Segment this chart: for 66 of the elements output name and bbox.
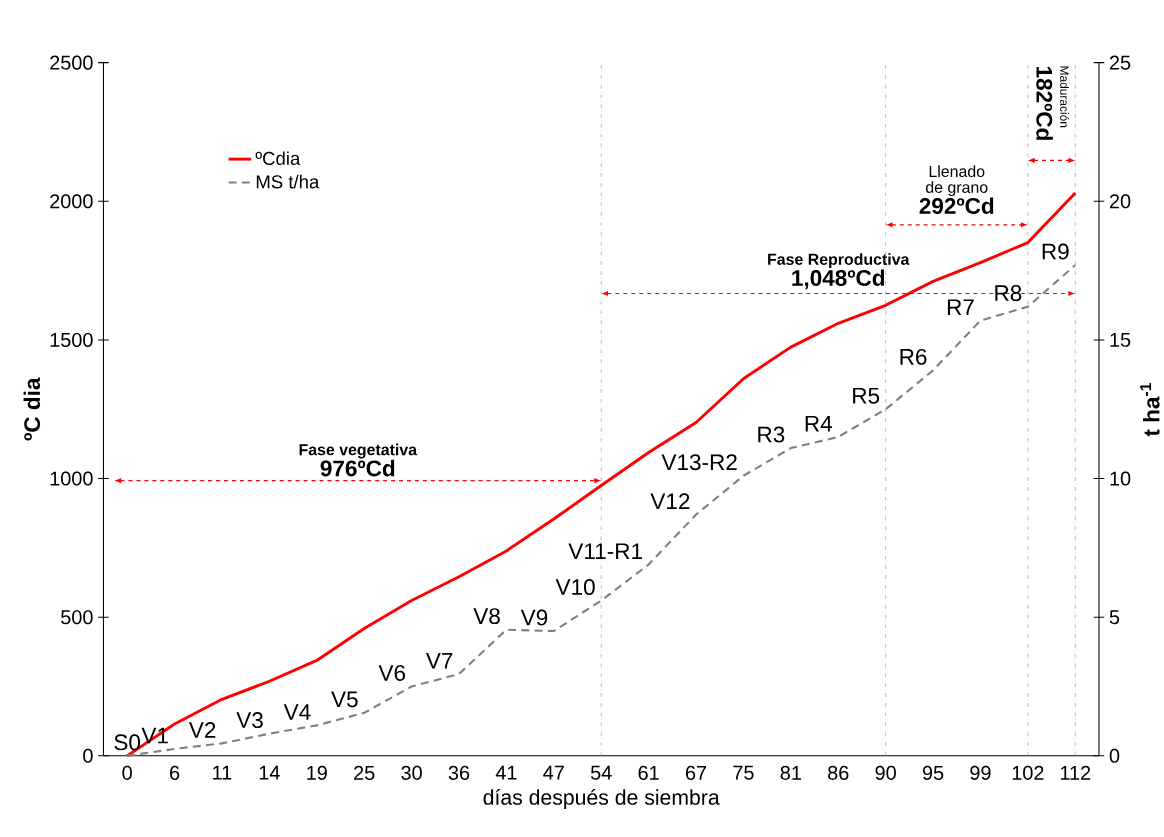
- y2-tick-label: 15: [1110, 332, 1131, 347]
- data-label: V7: [425, 652, 453, 669]
- annotation: 292ºCd: [919, 197, 994, 214]
- data-label: S0: [114, 734, 141, 751]
- x-tick-label: 75: [733, 765, 754, 780]
- data-label: V11-R1: [568, 543, 642, 559]
- y2-axis-title: t ha$^{-1}$: [1140, 382, 1160, 437]
- y-axis-title: ºC dia: [23, 377, 41, 441]
- data-label: R8: [995, 284, 1022, 301]
- x-tick-label: 11: [213, 765, 232, 780]
- x-tick-label: 102: [1012, 765, 1044, 780]
- data-label: V12: [650, 493, 690, 509]
- y-tick-label: 0: [83, 748, 93, 763]
- data-label: V5: [331, 691, 358, 708]
- y-tick-label: 2000: [50, 194, 93, 209]
- annotation: Fase vegetativa: [299, 443, 418, 459]
- x-tick-label: 67: [685, 765, 707, 780]
- legend-label: MS t/ha: [256, 174, 320, 189]
- y-tick-label: 2500: [50, 55, 93, 70]
- data-label: V13-R2: [661, 454, 737, 471]
- data-label: V6: [378, 664, 406, 681]
- annotation: 976ºCd: [320, 459, 395, 477]
- data-label: V8: [473, 607, 500, 624]
- x-tick-label: 0: [122, 765, 132, 780]
- data-label: V2: [188, 721, 216, 738]
- x-axis-title: días después de siembra: [483, 788, 720, 809]
- y2-tick-label: 25: [1109, 55, 1131, 70]
- data-label: R9: [1042, 243, 1069, 260]
- x-tick-label: 95: [922, 765, 944, 780]
- annotation: Fase Reproductiva: [768, 253, 910, 268]
- data-label: V9: [520, 609, 548, 626]
- x-tick-label: 6: [170, 765, 180, 780]
- x-tick-label: 90: [875, 765, 896, 780]
- x-tick-label: 99: [970, 765, 991, 780]
- annotation: 1,048ºCd: [792, 269, 885, 290]
- y2-tick-label: 5: [1109, 610, 1120, 624]
- x-tick-label: 19: [307, 765, 327, 780]
- data-label: R7: [947, 299, 974, 315]
- x-tick-label: 54: [590, 765, 612, 780]
- y2-tick-label: 0: [1109, 748, 1120, 763]
- x-tick-label: 47: [543, 765, 564, 780]
- x-tick-label: 14: [259, 765, 280, 780]
- data-label: R4: [805, 415, 833, 432]
- x-tick-label: 61: [638, 765, 659, 780]
- y-tick-label: 500: [61, 609, 93, 625]
- x-tick-label: 86: [828, 765, 849, 780]
- data-label: V10: [555, 578, 595, 595]
- x-tick-label: 41: [495, 765, 517, 780]
- y2-tick-label: 10: [1110, 471, 1131, 486]
- x-tick-label: 112: [1060, 765, 1091, 780]
- annotation: 182ºCd: [1036, 66, 1053, 140]
- annotation: Maduración: [1060, 66, 1070, 127]
- data-label: R5: [853, 387, 880, 404]
- y2-tick-label: 20: [1109, 194, 1131, 209]
- data-label: V4: [283, 704, 311, 720]
- x-tick-label: 30: [401, 765, 422, 780]
- data-label: R6: [900, 348, 927, 365]
- x-tick-label: 36: [448, 765, 470, 780]
- data-label: V3: [236, 711, 263, 728]
- x-tick-label: 25: [354, 765, 375, 780]
- y-tick-label: 1500: [50, 332, 93, 347]
- x-tick-label: 81: [780, 765, 801, 780]
- annotation: Llenado de grano: [926, 165, 988, 196]
- y-tick-label: 1000: [50, 471, 93, 486]
- legend-label: ºCdia: [255, 151, 301, 165]
- data-label: R3: [758, 426, 785, 443]
